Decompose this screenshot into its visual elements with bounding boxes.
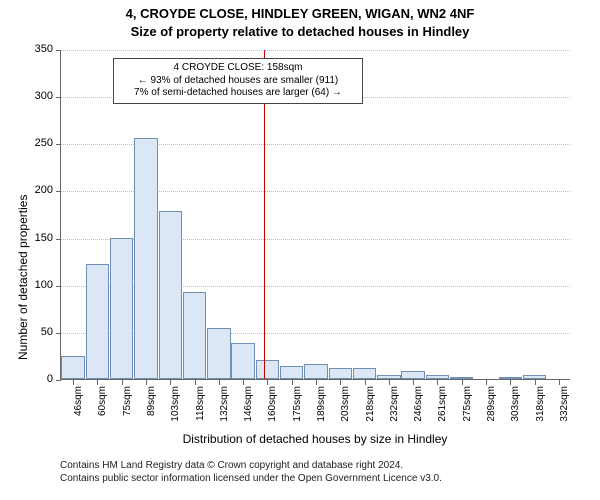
x-tick-label: 60sqm <box>97 386 108 416</box>
annotation-line: 7% of semi-detached houses are larger (6… <box>120 87 356 100</box>
x-tick-label: 303sqm <box>510 386 521 422</box>
x-tick-label: 218sqm <box>365 386 376 422</box>
histogram-bar <box>110 238 133 379</box>
histogram-bar <box>304 364 327 379</box>
y-tick-label: 350 <box>35 43 53 55</box>
histogram-bar <box>134 138 157 379</box>
histogram-bar <box>86 264 109 379</box>
histogram-bar <box>183 292 206 379</box>
x-tick-label: 289sqm <box>486 386 497 422</box>
histogram-bar <box>280 366 303 379</box>
x-axis-label: Distribution of detached houses by size … <box>60 432 570 446</box>
caption-line1: Contains HM Land Registry data © Crown c… <box>60 460 442 473</box>
y-axis-label: Number of detached properties <box>16 195 30 360</box>
x-tick-label: 118sqm <box>195 386 206 421</box>
histogram-bar <box>499 377 522 379</box>
chart-caption: Contains HM Land Registry data © Crown c… <box>60 460 442 485</box>
x-tick-label: 175sqm <box>292 386 303 422</box>
x-tick-label: 146sqm <box>243 386 254 422</box>
histogram-bar <box>256 360 279 379</box>
x-tick-label: 246sqm <box>413 386 424 422</box>
histogram-bar <box>353 368 376 379</box>
chart-title-line1: 4, CROYDE CLOSE, HINDLEY GREEN, WIGAN, W… <box>0 6 600 21</box>
x-tick-label: 261sqm <box>437 386 448 422</box>
y-tick-label: 200 <box>35 184 53 196</box>
histogram-bar <box>329 368 352 379</box>
histogram-bar <box>159 211 182 379</box>
x-tick-label: 232sqm <box>389 386 400 422</box>
x-tick-label: 103sqm <box>170 386 181 422</box>
histogram-bar <box>377 375 400 379</box>
y-tick-label: 300 <box>35 90 53 102</box>
x-tick-label: 132sqm <box>219 386 230 422</box>
y-tick-label: 50 <box>41 326 53 338</box>
annotation-line: 4 CROYDE CLOSE: 158sqm <box>120 62 356 75</box>
x-tick-label: 203sqm <box>340 386 351 422</box>
histogram-bar <box>523 375 546 379</box>
x-tick-label: 160sqm <box>267 386 278 422</box>
y-tick-label: 0 <box>47 373 53 385</box>
histogram-bar <box>401 371 424 379</box>
histogram-bar <box>450 377 473 379</box>
caption-line2: Contains public sector information licen… <box>60 473 442 486</box>
x-tick-label: 46sqm <box>73 386 84 416</box>
histogram-bar <box>231 343 254 379</box>
x-tick-label: 332sqm <box>559 386 570 422</box>
plot-area: 05010015020025030035046sqm60sqm75sqm89sq… <box>60 50 570 380</box>
y-tick-label: 100 <box>35 279 53 291</box>
x-tick-label: 275sqm <box>462 386 473 422</box>
histogram-bar <box>207 328 230 379</box>
chart-title-line2: Size of property relative to detached ho… <box>0 24 600 39</box>
x-tick-label: 318sqm <box>535 386 546 422</box>
histogram-bar <box>61 356 84 379</box>
annotation-line: ← 93% of detached houses are smaller (91… <box>120 75 356 88</box>
grid-line <box>61 50 570 51</box>
x-tick-label: 89sqm <box>146 386 157 416</box>
x-tick-label: 189sqm <box>316 386 327 422</box>
annotation-box: 4 CROYDE CLOSE: 158sqm← 93% of detached … <box>113 58 363 104</box>
histogram-bar <box>426 375 449 379</box>
y-tick-label: 150 <box>35 232 53 244</box>
x-tick-label: 75sqm <box>122 386 133 416</box>
y-tick-label: 250 <box>35 137 53 149</box>
property-size-histogram: 4, CROYDE CLOSE, HINDLEY GREEN, WIGAN, W… <box>0 0 600 500</box>
